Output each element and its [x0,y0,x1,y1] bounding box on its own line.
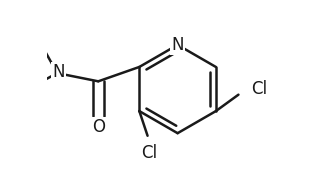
Text: N: N [171,36,184,54]
Text: O: O [92,118,105,136]
Text: N: N [52,63,64,81]
Text: Cl: Cl [251,80,267,98]
Text: Cl: Cl [142,144,158,162]
